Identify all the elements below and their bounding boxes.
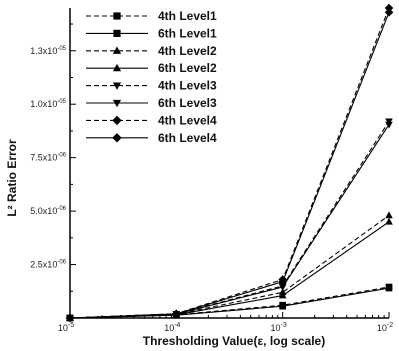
legend-label: 6th Level1 [158,26,217,40]
data-point [279,302,286,310]
legend-marker [112,63,122,72]
x-tick-label: 10-3 [271,322,287,333]
legend-item: 6th Level4 [86,131,217,145]
legend-item: 4th Level3 [86,79,217,93]
y-tick-label: 1.3x10-05 [30,46,66,56]
series-6 [66,121,393,322]
y-axis-title: L² Ratio Error [5,139,19,217]
series-line [69,121,390,319]
legend-item: 4th Level2 [86,44,217,58]
legend-marker [112,46,122,54]
x-tick-label: 10-4 [164,322,180,333]
y-tick-label: 5.0x10-06 [30,206,66,216]
legend-label: 6th Level2 [158,61,217,75]
y-tick-label: 7.5x10-06 [30,153,66,163]
legend-item: 6th Level3 [86,96,217,110]
axes: 10-5 10-4 10-3 10-2 2.5x10-06 5.0x10-06 7.5x10… [30,8,393,333]
series-8 [65,8,394,323]
legend-label: 4th Level1 [158,9,217,23]
data-point [384,8,394,17]
legend-marker [112,99,122,108]
legend-marker [112,115,122,126]
data-point [385,121,393,129]
series-1 [66,283,393,322]
y-tick-label: 2.5x10-06 [30,260,66,270]
legend-marker [113,29,121,37]
data-point [278,277,287,286]
legend-marker [112,82,122,90]
x-axis-title: Thresholding Value(ε, log scale) [143,334,325,348]
legend-label: 6th Level4 [158,131,217,145]
legend-label: 6th Level3 [158,96,217,110]
legend-item: 4th Level4 [86,113,217,127]
legend-marker [113,12,121,20]
series-5 [66,118,393,322]
series-line [69,124,390,319]
legend: 4th Level1 6th Level1 4th Level2 6th Level2… [86,9,217,145]
series-line [69,7,390,319]
legend-item: 6th Level1 [86,26,217,40]
legend-item: 6th Level2 [86,61,217,75]
data-point [385,217,393,225]
data-point [385,284,393,292]
plot-area [65,3,394,323]
series-4 [66,217,393,321]
legend-label: 4th Level3 [158,79,217,93]
data-point [385,211,393,219]
series-3 [66,211,393,321]
series-line [69,12,390,319]
data-point [278,291,287,299]
x-tick-label: 10-5 [58,322,74,333]
legend-item: 4th Level1 [86,9,217,23]
series-line [69,286,390,319]
y-tick-label: 1.0x10-05 [30,99,66,109]
x-tick-label: 10-2 [377,322,393,333]
data-point [278,284,287,291]
legend-marker [112,133,122,143]
legend-label: 4th Level4 [158,113,217,127]
legend-label: 4th Level2 [158,44,217,58]
series-line [69,214,390,319]
